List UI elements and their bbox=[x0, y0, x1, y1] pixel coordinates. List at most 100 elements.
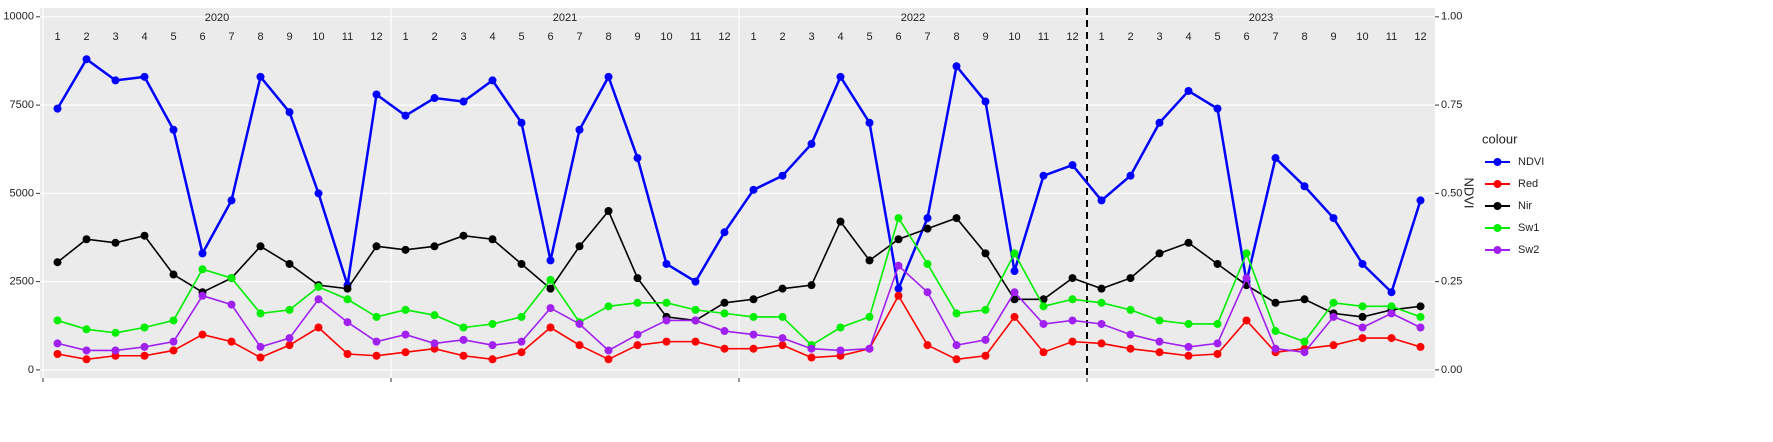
point bbox=[836, 323, 845, 332]
point bbox=[227, 274, 236, 283]
legend-title: colour bbox=[1482, 131, 1518, 146]
point bbox=[604, 207, 613, 216]
point bbox=[1068, 161, 1077, 170]
month-label: 3 bbox=[808, 31, 814, 43]
month-label: 4 bbox=[141, 31, 147, 43]
point bbox=[807, 353, 816, 362]
point bbox=[865, 256, 874, 265]
point bbox=[314, 323, 323, 332]
point bbox=[1300, 182, 1309, 191]
year-label: 2022 bbox=[901, 12, 925, 24]
point bbox=[256, 342, 265, 351]
point bbox=[546, 275, 555, 284]
point bbox=[575, 319, 584, 328]
point bbox=[1155, 316, 1164, 325]
legend-dot bbox=[1493, 202, 1502, 210]
point bbox=[140, 323, 149, 332]
month-label: 6 bbox=[547, 31, 553, 43]
point bbox=[169, 346, 178, 355]
month-label: 8 bbox=[257, 31, 263, 43]
point bbox=[314, 295, 323, 304]
point bbox=[836, 72, 845, 81]
point bbox=[1416, 312, 1425, 321]
point bbox=[923, 341, 932, 350]
point bbox=[1068, 337, 1077, 346]
point bbox=[285, 341, 294, 350]
point bbox=[1097, 284, 1106, 293]
point bbox=[285, 259, 294, 268]
point bbox=[807, 344, 816, 353]
point bbox=[1068, 295, 1077, 304]
point bbox=[778, 284, 787, 293]
month-label: 8 bbox=[953, 31, 959, 43]
point bbox=[488, 355, 497, 364]
month-label: 12 bbox=[370, 31, 382, 43]
point bbox=[401, 305, 410, 314]
point bbox=[720, 228, 729, 237]
point bbox=[82, 325, 91, 334]
point bbox=[488, 319, 497, 328]
month-label: 6 bbox=[895, 31, 901, 43]
point bbox=[981, 97, 990, 106]
point bbox=[227, 337, 236, 346]
point bbox=[604, 346, 613, 355]
point bbox=[1416, 342, 1425, 351]
point bbox=[372, 337, 381, 346]
point bbox=[1387, 302, 1396, 311]
y2-tick-label: 1.00 bbox=[1441, 11, 1462, 23]
point bbox=[1184, 351, 1193, 360]
point bbox=[140, 72, 149, 81]
point bbox=[111, 346, 120, 355]
point bbox=[1387, 334, 1396, 343]
point bbox=[488, 235, 497, 244]
point bbox=[1300, 348, 1309, 357]
point bbox=[691, 337, 700, 346]
point bbox=[140, 342, 149, 351]
month-label: 6 bbox=[199, 31, 205, 43]
point bbox=[1184, 238, 1193, 247]
point bbox=[53, 258, 62, 267]
point bbox=[53, 316, 62, 325]
point bbox=[1155, 348, 1164, 357]
point bbox=[1039, 348, 1048, 357]
point bbox=[1184, 86, 1193, 95]
month-label: 10 bbox=[1008, 31, 1020, 43]
year-label: 2021 bbox=[553, 12, 577, 24]
point bbox=[1097, 319, 1106, 328]
point bbox=[1039, 171, 1048, 180]
point bbox=[517, 259, 526, 268]
point bbox=[111, 76, 120, 85]
point bbox=[517, 337, 526, 346]
point bbox=[1097, 196, 1106, 205]
point bbox=[952, 62, 961, 71]
point bbox=[401, 111, 410, 120]
point bbox=[546, 256, 555, 265]
point bbox=[430, 94, 439, 103]
point bbox=[1126, 330, 1135, 339]
month-label: 1 bbox=[402, 31, 408, 43]
point bbox=[517, 118, 526, 127]
point bbox=[256, 309, 265, 318]
month-label: 2 bbox=[83, 31, 89, 43]
point bbox=[546, 284, 555, 293]
point bbox=[865, 344, 874, 353]
point bbox=[1329, 214, 1338, 223]
point bbox=[111, 328, 120, 337]
month-label: 11 bbox=[1038, 31, 1049, 43]
point bbox=[53, 104, 62, 113]
point bbox=[1358, 323, 1367, 332]
point bbox=[952, 214, 961, 223]
month-label: 9 bbox=[634, 31, 640, 43]
y-tick-label: 10000 bbox=[3, 11, 34, 23]
point bbox=[1213, 259, 1222, 268]
point bbox=[314, 189, 323, 198]
point bbox=[604, 355, 613, 364]
point bbox=[749, 185, 758, 194]
point bbox=[691, 277, 700, 286]
point bbox=[372, 242, 381, 251]
month-label: 1 bbox=[750, 31, 756, 43]
point bbox=[1184, 342, 1193, 351]
point bbox=[604, 72, 613, 81]
point bbox=[1271, 327, 1280, 336]
legend-label: NDVI bbox=[1518, 156, 1544, 168]
